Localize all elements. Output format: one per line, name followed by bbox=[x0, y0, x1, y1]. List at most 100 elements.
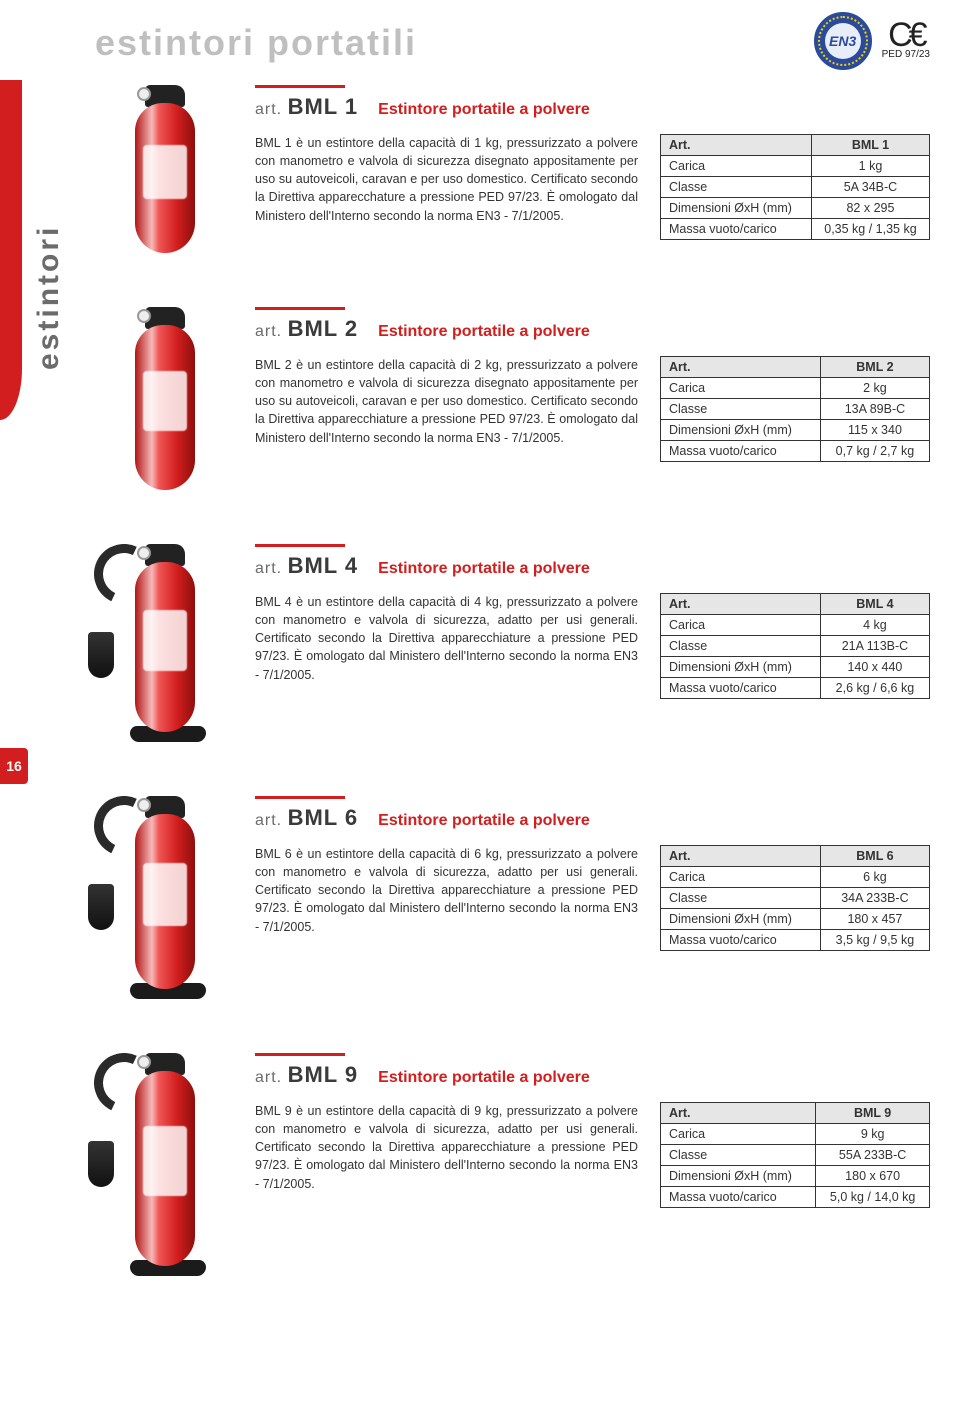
table-row: Classe21A 113B-C bbox=[661, 636, 930, 657]
product-description: BML 9 è un estintore della capacità di 9… bbox=[255, 1102, 638, 1193]
spec-value: 2 kg bbox=[820, 378, 929, 399]
spec-value: 34A 233B-C bbox=[820, 888, 929, 909]
product-code: BML 1 bbox=[288, 94, 359, 119]
table-row: Classe5A 34B-C bbox=[661, 177, 930, 198]
spec-key: Classe bbox=[661, 177, 812, 198]
product-heading: art. BML 4Estintore portatile a polvere bbox=[255, 553, 930, 579]
product-description: BML 4 è un estintore della capacità di 4… bbox=[255, 593, 638, 684]
spec-key: Massa vuoto/carico bbox=[661, 1187, 816, 1208]
table-row: Carica6 kg bbox=[661, 867, 930, 888]
table-row: Carica9 kg bbox=[661, 1124, 930, 1145]
table-row: Classe55A 233B-C bbox=[661, 1145, 930, 1166]
product: art. BML 1 Estintore portatile a polvere B… bbox=[95, 85, 930, 253]
extinguisher-icon bbox=[130, 1053, 200, 1276]
product-heading: art. BML 6Estintore portatile a polvere bbox=[255, 805, 930, 831]
spec-table: Art.BML 1Carica1 kgClasse5A 34B-CDimensi… bbox=[660, 134, 930, 240]
spec-value: 140 x 440 bbox=[820, 657, 929, 678]
title-accent-bar bbox=[255, 796, 345, 799]
table-row: Massa vuoto/carico0,7 kg / 2,7 kg bbox=[661, 441, 930, 462]
table-row: Carica4 kg bbox=[661, 615, 930, 636]
art-prefix: art. bbox=[255, 812, 288, 829]
table-row: Art.BML 4 bbox=[661, 594, 930, 615]
table-row: Dimensioni ØxH (mm)180 x 457 bbox=[661, 909, 930, 930]
spec-key: Classe bbox=[661, 636, 821, 657]
product-heading: art. BML 1 Estintore portatile a polvere bbox=[255, 94, 930, 120]
table-row: Dimensioni ØxH (mm)115 x 340 bbox=[661, 420, 930, 441]
table-row: Art.BML 9 bbox=[661, 1103, 930, 1124]
table-row: Dimensioni ØxH (mm)180 x 670 bbox=[661, 1166, 930, 1187]
page-title: estintori portatili bbox=[95, 22, 417, 64]
spec-key: Massa vuoto/carico bbox=[661, 219, 812, 240]
spec-key: Art. bbox=[661, 846, 821, 867]
side-label: estintori bbox=[32, 225, 66, 370]
spec-key: Art. bbox=[661, 135, 812, 156]
title-accent-bar bbox=[255, 307, 345, 310]
table-row: Massa vuoto/carico0,35 kg / 1,35 kg bbox=[661, 219, 930, 240]
spec-key: Carica bbox=[661, 867, 821, 888]
ce-mark-icon: C€ PED 97/23 bbox=[882, 22, 930, 60]
product-body: art. BML 4Estintore portatile a polvereB… bbox=[255, 544, 930, 699]
spec-table: Art.BML 2Carica2 kgClasse13A 89B-CDimens… bbox=[660, 356, 930, 462]
ce-sub: PED 97/23 bbox=[882, 49, 930, 60]
spec-key: Art. bbox=[661, 357, 821, 378]
table-row: Dimensioni ØxH (mm)140 x 440 bbox=[661, 657, 930, 678]
product-description: BML 6 è un estintore della capacità di 6… bbox=[255, 845, 638, 936]
en3-label: EN3 bbox=[825, 23, 861, 59]
table-row: Art.BML 6 bbox=[661, 846, 930, 867]
title-accent-bar bbox=[255, 1053, 345, 1056]
product-description: BML 2 è un estintore della capacità di 2… bbox=[255, 356, 638, 447]
product-subtitle: Estintore portatile a polvere bbox=[378, 101, 590, 119]
spec-key: Classe bbox=[661, 888, 821, 909]
spec-key: Classe bbox=[661, 399, 821, 420]
extinguisher-icon bbox=[130, 85, 200, 253]
spec-value: 1 kg bbox=[811, 156, 929, 177]
product-image bbox=[95, 85, 235, 253]
spec-key: Massa vuoto/carico bbox=[661, 930, 821, 951]
page-number: 16 bbox=[0, 748, 28, 784]
product: art. BML 4Estintore portatile a polvereB… bbox=[95, 544, 930, 742]
spec-table: Art.BML 9Carica9 kgClasse55A 233B-CDimen… bbox=[660, 1102, 930, 1208]
product-subtitle: Estintore portatile a polvere bbox=[378, 812, 590, 830]
table-row: Art.BML 2 bbox=[661, 357, 930, 378]
product-body: art. BML 1 Estintore portatile a polvere B… bbox=[255, 85, 930, 240]
spec-value: 5A 34B-C bbox=[811, 177, 929, 198]
spec-value: BML 9 bbox=[816, 1103, 930, 1124]
spec-value: 115 x 340 bbox=[820, 420, 929, 441]
product: art. BML 9Estintore portatile a polvereB… bbox=[95, 1053, 930, 1276]
spec-value: BML 1 bbox=[811, 135, 929, 156]
table-row: Classe13A 89B-C bbox=[661, 399, 930, 420]
art-prefix: art. bbox=[255, 101, 288, 118]
spec-value: 5,0 kg / 14,0 kg bbox=[816, 1187, 930, 1208]
extinguisher-icon bbox=[130, 307, 200, 490]
art-prefix: art. bbox=[255, 323, 288, 340]
table-row: Massa vuoto/carico2,6 kg / 6,6 kg bbox=[661, 678, 930, 699]
product-subtitle: Estintore portatile a polvere bbox=[378, 323, 590, 341]
table-row: Dimensioni ØxH (mm)82 x 295 bbox=[661, 198, 930, 219]
product-image bbox=[95, 1053, 235, 1276]
product-subtitle: Estintore portatile a polvere bbox=[378, 560, 590, 578]
spec-value: 180 x 457 bbox=[820, 909, 929, 930]
table-row: Massa vuoto/carico3,5 kg / 9,5 kg bbox=[661, 930, 930, 951]
product-image bbox=[95, 544, 235, 742]
spec-value: 180 x 670 bbox=[816, 1166, 930, 1187]
art-prefix: art. bbox=[255, 560, 288, 577]
spec-key: Dimensioni ØxH (mm) bbox=[661, 198, 812, 219]
extinguisher-icon bbox=[130, 544, 200, 742]
extinguisher-icon bbox=[130, 796, 200, 999]
badges: EN3 C€ PED 97/23 bbox=[814, 12, 930, 70]
product-body: art. BML 9Estintore portatile a polvereB… bbox=[255, 1053, 930, 1208]
product-heading: art. BML 2Estintore portatile a polvere bbox=[255, 316, 930, 342]
spec-table: Art.BML 6Carica6 kgClasse34A 233B-CDimen… bbox=[660, 845, 930, 951]
product: art. BML 2Estintore portatile a polvere B… bbox=[95, 307, 930, 490]
product-body: art. BML 6Estintore portatile a polvere B… bbox=[255, 796, 930, 951]
spec-key: Massa vuoto/carico bbox=[661, 678, 821, 699]
side-tab bbox=[0, 80, 22, 420]
product-image bbox=[95, 307, 235, 490]
spec-value: 3,5 kg / 9,5 kg bbox=[820, 930, 929, 951]
table-row: Massa vuoto/carico5,0 kg / 14,0 kg bbox=[661, 1187, 930, 1208]
spec-value: BML 4 bbox=[820, 594, 929, 615]
art-prefix: art. bbox=[255, 1069, 288, 1086]
table-row: Carica2 kg bbox=[661, 378, 930, 399]
spec-key: Dimensioni ØxH (mm) bbox=[661, 909, 821, 930]
spec-key: Art. bbox=[661, 594, 821, 615]
